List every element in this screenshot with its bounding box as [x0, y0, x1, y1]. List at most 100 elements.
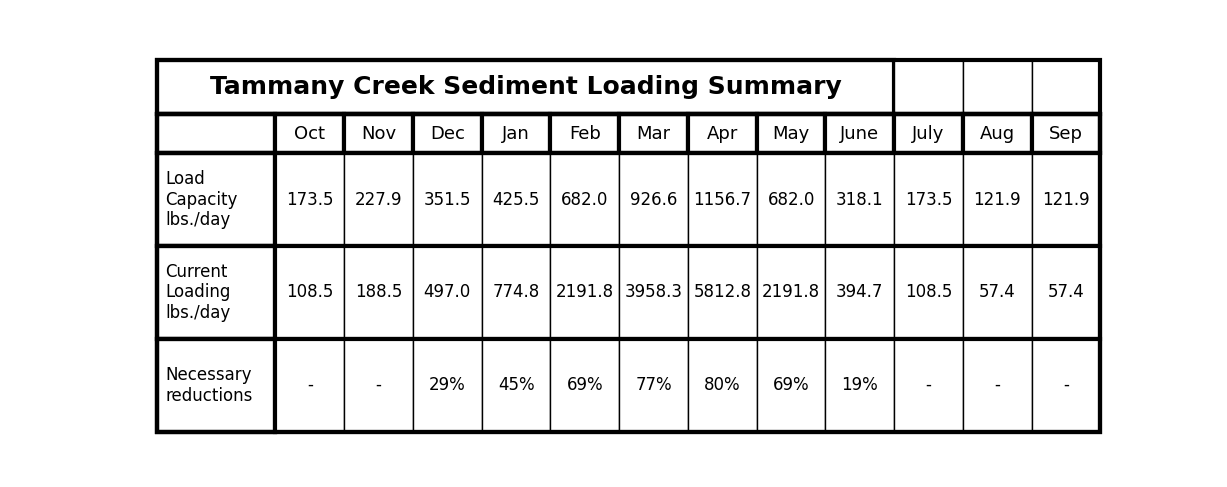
Bar	[757, 246, 826, 339]
Text: 3958.3: 3958.3	[625, 283, 682, 301]
Text: 108.5: 108.5	[906, 283, 952, 301]
Bar	[688, 246, 757, 339]
Bar	[345, 153, 413, 246]
Bar	[894, 153, 963, 246]
Text: 188.5: 188.5	[355, 283, 402, 301]
Bar	[826, 153, 894, 246]
Text: Sep: Sep	[1049, 125, 1083, 143]
Bar	[157, 114, 1101, 153]
Text: 108.5: 108.5	[286, 283, 334, 301]
Text: 69%: 69%	[567, 376, 604, 394]
Text: 227.9: 227.9	[355, 190, 402, 208]
Bar	[157, 153, 1101, 246]
Text: 497.0: 497.0	[423, 283, 471, 301]
Text: Feb: Feb	[569, 125, 601, 143]
Bar	[413, 153, 482, 246]
Bar	[157, 60, 894, 114]
Bar	[157, 339, 275, 431]
Bar	[1032, 60, 1101, 114]
Text: May: May	[773, 125, 810, 143]
Bar	[894, 114, 963, 153]
Bar	[1032, 153, 1101, 246]
Bar	[894, 60, 963, 114]
Text: Oct: Oct	[294, 125, 325, 143]
Bar	[551, 339, 620, 431]
Text: 29%: 29%	[429, 376, 466, 394]
Text: June: June	[840, 125, 880, 143]
Bar	[157, 153, 275, 246]
Bar	[620, 246, 688, 339]
Text: 926.6: 926.6	[629, 190, 677, 208]
Bar	[620, 339, 688, 431]
Text: 45%: 45%	[498, 376, 535, 394]
Bar	[275, 339, 345, 431]
Bar	[413, 114, 482, 153]
Bar	[413, 246, 482, 339]
Bar	[963, 114, 1032, 153]
Text: 394.7: 394.7	[836, 283, 883, 301]
Text: -: -	[1063, 376, 1069, 394]
Text: 69%: 69%	[773, 376, 810, 394]
Bar	[620, 153, 688, 246]
Bar	[757, 153, 826, 246]
Text: 77%: 77%	[636, 376, 672, 394]
Text: 19%: 19%	[842, 376, 879, 394]
Text: Tammany Creek Sediment Loading Summary: Tammany Creek Sediment Loading Summary	[210, 75, 842, 99]
Bar	[963, 60, 1032, 114]
Text: 318.1: 318.1	[836, 190, 883, 208]
Bar	[275, 153, 345, 246]
Bar	[757, 114, 826, 153]
Bar	[275, 246, 345, 339]
Bar	[157, 339, 1101, 431]
Text: -: -	[307, 376, 313, 394]
Bar	[482, 246, 551, 339]
Bar	[345, 339, 413, 431]
Bar	[551, 114, 620, 153]
Bar	[757, 339, 826, 431]
Bar	[345, 246, 413, 339]
Text: 774.8: 774.8	[492, 283, 540, 301]
Bar	[826, 246, 894, 339]
Text: 173.5: 173.5	[286, 190, 334, 208]
Bar	[551, 246, 620, 339]
Text: 57.4: 57.4	[979, 283, 1016, 301]
Bar	[1032, 114, 1101, 153]
Text: 682.0: 682.0	[767, 190, 815, 208]
Bar	[620, 114, 688, 153]
Text: 351.5: 351.5	[423, 190, 471, 208]
Bar	[963, 339, 1032, 431]
Text: -: -	[375, 376, 382, 394]
Text: July: July	[913, 125, 945, 143]
Text: 173.5: 173.5	[904, 190, 952, 208]
Text: Jan: Jan	[502, 125, 530, 143]
Bar	[482, 114, 551, 153]
Text: 5812.8: 5812.8	[693, 283, 751, 301]
Text: Necessary
reductions: Necessary reductions	[166, 366, 253, 405]
Text: Apr: Apr	[707, 125, 737, 143]
Text: Load
Capacity
lbs./day: Load Capacity lbs./day	[166, 170, 238, 229]
Text: Aug: Aug	[980, 125, 1015, 143]
Bar	[413, 339, 482, 431]
Bar	[157, 114, 1101, 431]
Text: 121.9: 121.9	[1042, 190, 1090, 208]
Bar	[157, 114, 275, 153]
Bar	[157, 246, 1101, 339]
Text: Mar: Mar	[637, 125, 671, 143]
Bar	[482, 153, 551, 246]
Bar	[826, 339, 894, 431]
Bar	[551, 153, 620, 246]
Bar	[688, 339, 757, 431]
Text: Dec: Dec	[429, 125, 465, 143]
Text: 121.9: 121.9	[973, 190, 1021, 208]
Text: Nov: Nov	[361, 125, 396, 143]
Bar	[275, 114, 345, 153]
Bar	[894, 246, 963, 339]
Bar	[157, 246, 275, 339]
Bar	[482, 339, 551, 431]
Bar	[1032, 339, 1101, 431]
Bar	[963, 153, 1032, 246]
Text: 682.0: 682.0	[561, 190, 609, 208]
Bar	[963, 246, 1032, 339]
Text: 1156.7: 1156.7	[693, 190, 751, 208]
Text: 80%: 80%	[704, 376, 741, 394]
